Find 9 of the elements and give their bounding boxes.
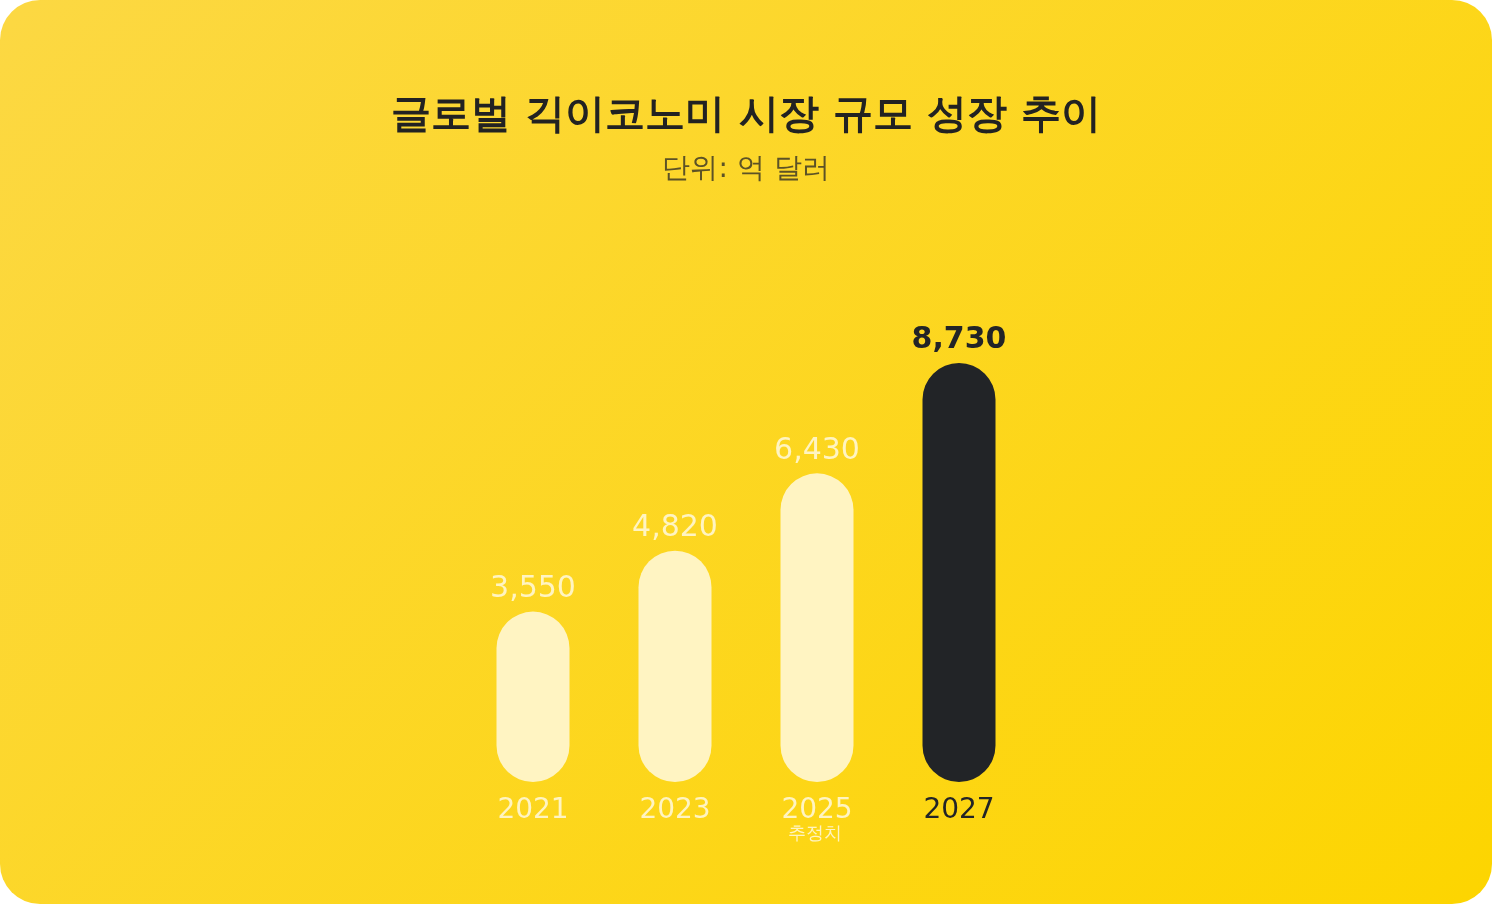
chart-title: 글로벌 긱이코노미 시장 규모 성장 추이 <box>391 90 1101 136</box>
x-tick-label: 2023 <box>639 791 711 825</box>
x-tick-label: 2021 <box>497 791 569 825</box>
data-label: 8,730 <box>911 320 1007 356</box>
chart-subtitle: 단위: 억 달러 <box>662 150 830 184</box>
data-label: 4,820 <box>632 508 718 544</box>
data-label: 6,430 <box>774 430 860 466</box>
data-label: 3,550 <box>490 569 576 605</box>
x-tick-label: 2027 <box>923 791 995 825</box>
